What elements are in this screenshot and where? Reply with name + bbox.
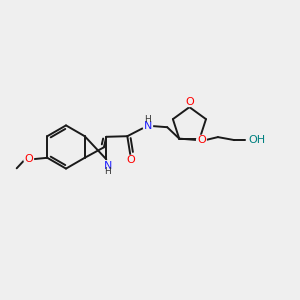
Text: O: O bbox=[126, 155, 135, 165]
Text: H: H bbox=[104, 167, 111, 176]
Text: OH: OH bbox=[248, 135, 266, 145]
Text: N: N bbox=[143, 121, 152, 131]
Circle shape bbox=[125, 155, 135, 165]
Text: N: N bbox=[103, 161, 112, 171]
Text: H: H bbox=[144, 115, 151, 124]
Text: O: O bbox=[185, 97, 194, 107]
Circle shape bbox=[196, 135, 206, 145]
Text: O: O bbox=[197, 135, 206, 145]
Circle shape bbox=[103, 161, 112, 171]
Circle shape bbox=[184, 97, 194, 106]
Circle shape bbox=[24, 154, 34, 164]
Circle shape bbox=[246, 134, 260, 147]
Circle shape bbox=[143, 121, 152, 130]
Text: O: O bbox=[24, 154, 33, 164]
